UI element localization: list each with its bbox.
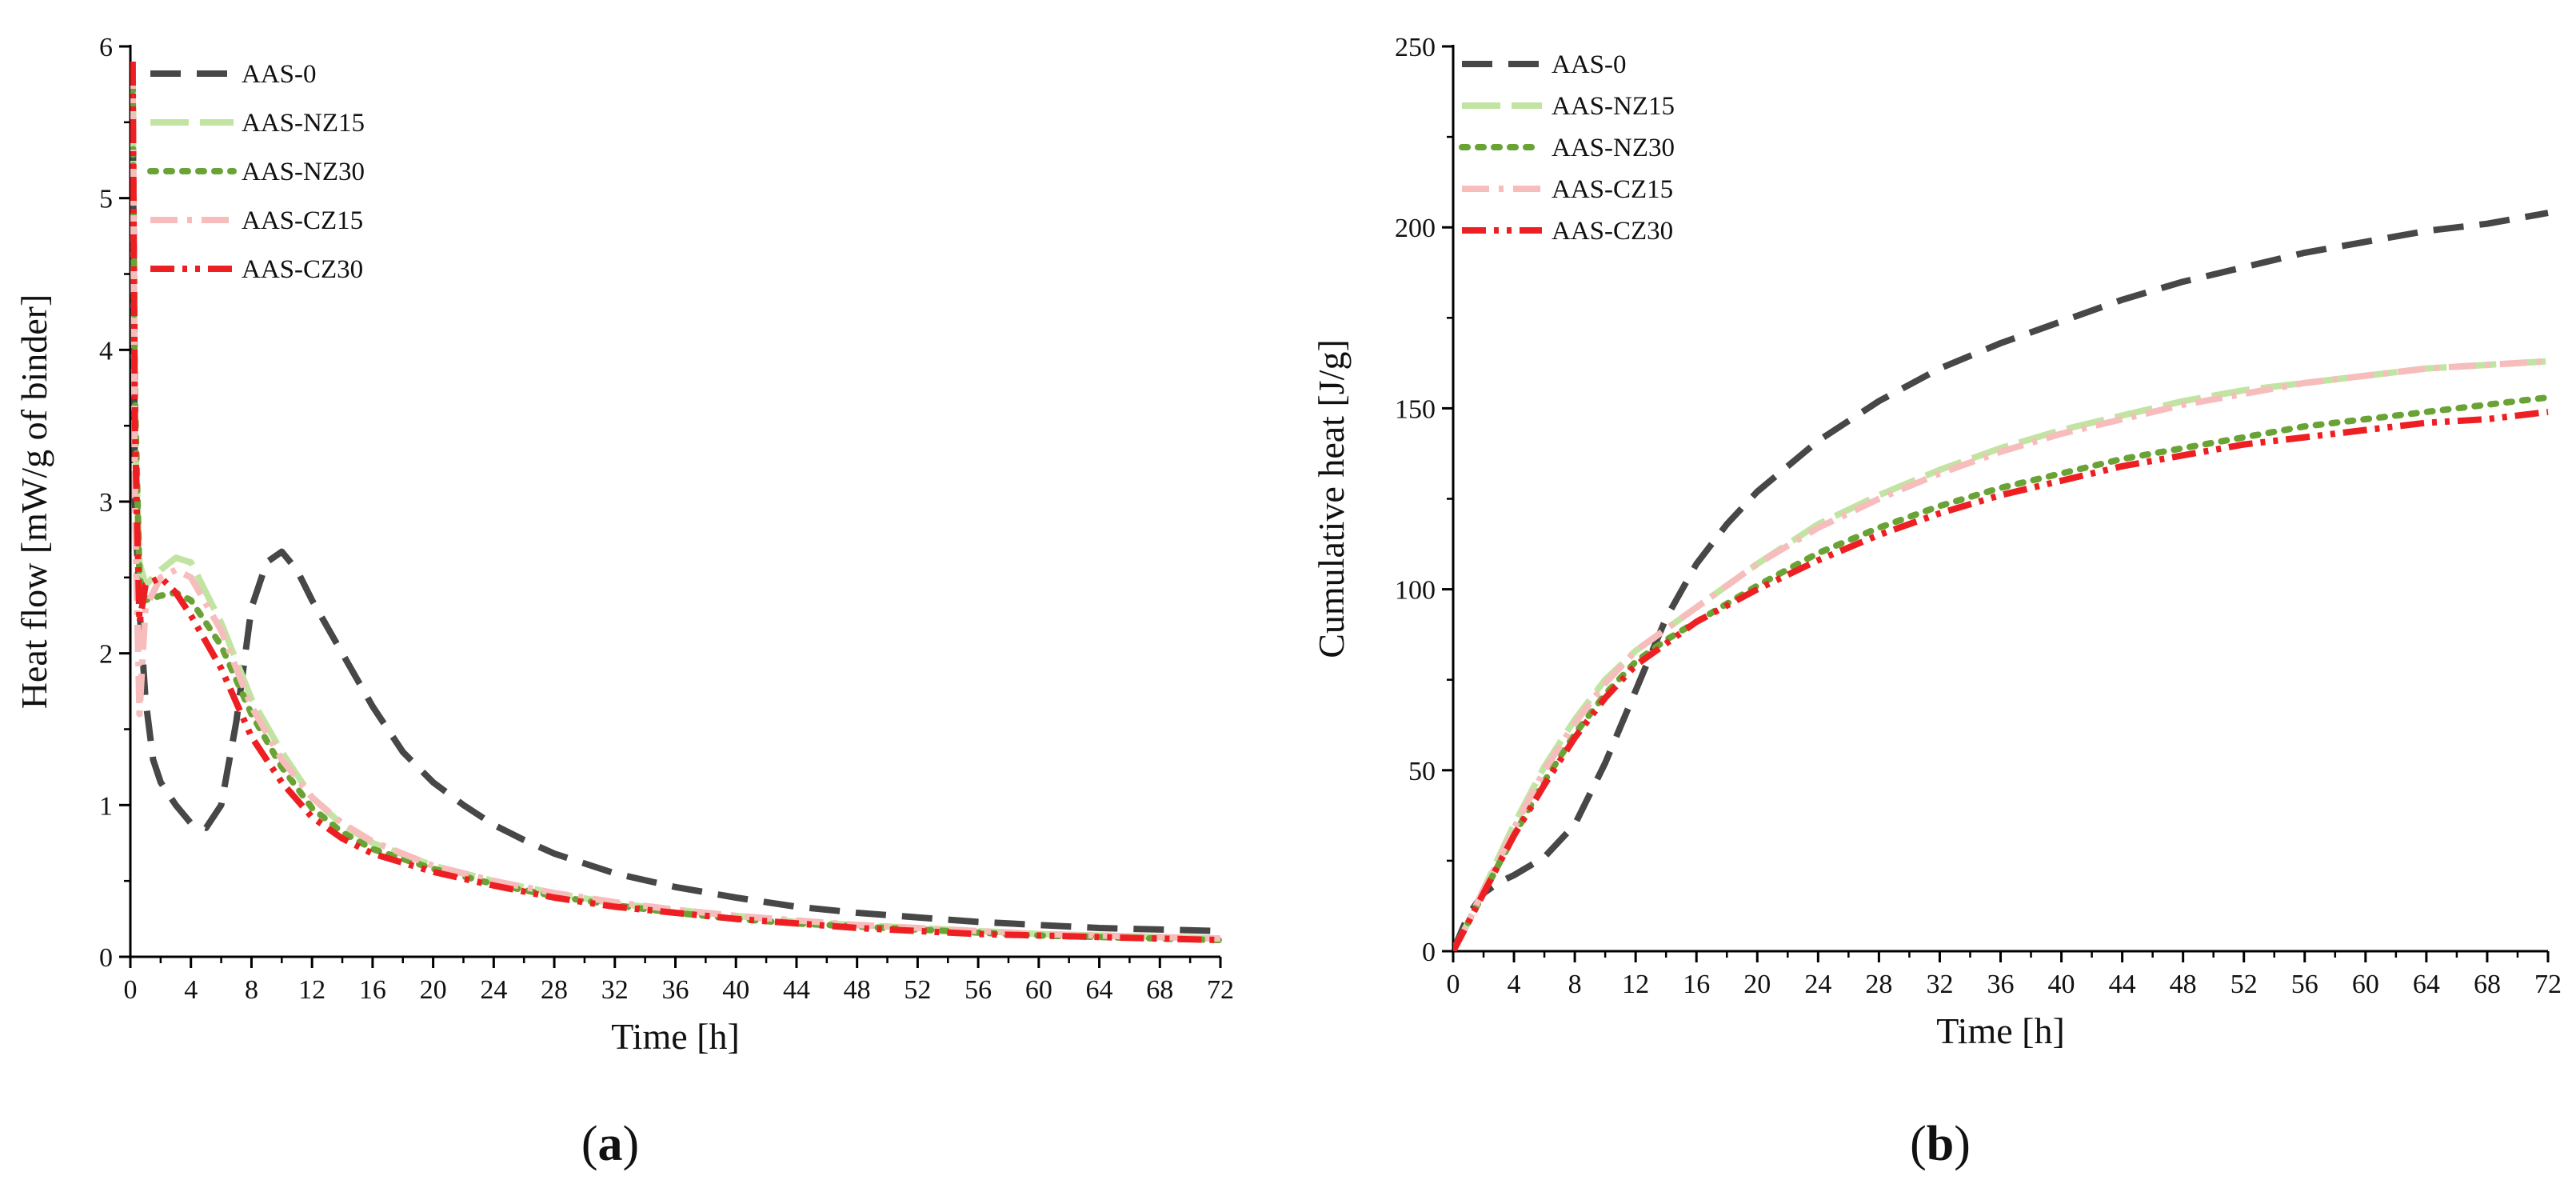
y-tick-label: 100 bbox=[1395, 576, 1436, 606]
legend-label-aas-cz15: AAS-CZ15 bbox=[1552, 175, 1673, 204]
x-tick-label: 32 bbox=[601, 975, 629, 1005]
x-tick-label: 44 bbox=[783, 975, 810, 1005]
y-tick-label: 50 bbox=[1408, 757, 1436, 786]
x-axis-label: Time [h] bbox=[1936, 1010, 2065, 1051]
x-tick-label: 4 bbox=[184, 975, 198, 1005]
x-tick-label: 8 bbox=[245, 975, 258, 1005]
x-tick-label: 20 bbox=[420, 975, 447, 1005]
series-line-aas-cz15 bbox=[1453, 358, 2549, 951]
legend-label-aas-nz30: AAS-NZ30 bbox=[1552, 134, 1675, 162]
x-tick-label: 60 bbox=[2352, 970, 2379, 999]
legend-label-aas-cz15: AAS-CZ15 bbox=[242, 206, 363, 235]
legend-label-aas-nz15: AAS-NZ15 bbox=[1552, 92, 1675, 121]
x-tick-label: 48 bbox=[2170, 970, 2197, 999]
x-tick-label: 20 bbox=[1743, 970, 1771, 999]
x-axis-label: Time [h] bbox=[611, 1016, 740, 1057]
x-tick-label: 36 bbox=[662, 975, 689, 1005]
series-line-aas-cz15 bbox=[130, 61, 1221, 942]
series-line-aas-cz30 bbox=[130, 61, 1221, 944]
series-lines bbox=[1453, 210, 2551, 951]
x-tick-label: 16 bbox=[1683, 970, 1710, 999]
x-tick-label: 4 bbox=[1508, 970, 1521, 999]
x-tick-label: 12 bbox=[298, 975, 325, 1005]
series-line-aas-0 bbox=[130, 61, 1221, 934]
y-tick-label: 250 bbox=[1395, 33, 1436, 62]
caption-letter: b bbox=[1927, 1117, 1954, 1171]
legend-label-aas-0: AAS-0 bbox=[1552, 50, 1627, 79]
x-tick-label: 32 bbox=[1926, 970, 1953, 999]
series-line-aas-nz15 bbox=[1453, 358, 2549, 951]
x-tick-label: 8 bbox=[1568, 970, 1582, 999]
x-tick-label: 68 bbox=[1146, 975, 1173, 1005]
y-tick-label: 5 bbox=[99, 185, 113, 214]
legend-label-aas-cz30: AAS-CZ30 bbox=[1552, 217, 1673, 246]
x-tick-label: 0 bbox=[1447, 970, 1460, 999]
x-tick-label: 36 bbox=[1987, 970, 2015, 999]
x-tick-label: 72 bbox=[2534, 970, 2562, 999]
caption-close-paren: ) bbox=[1954, 1117, 1971, 1171]
x-tick-label: 24 bbox=[1804, 970, 1831, 999]
y-tick-label: 3 bbox=[99, 488, 113, 518]
x-tick-label: 52 bbox=[904, 975, 931, 1005]
x-tick-label: 56 bbox=[2291, 970, 2318, 999]
legend-label-aas-nz15: AAS-NZ15 bbox=[242, 109, 365, 138]
x-tick-label: 24 bbox=[480, 975, 507, 1005]
panel-caption: (b) bbox=[1910, 1117, 1971, 1171]
caption-letter: a bbox=[598, 1117, 623, 1171]
y-tick-label: 6 bbox=[99, 33, 113, 62]
y-tick-label: 150 bbox=[1395, 394, 1436, 424]
series-line-aas-cz30 bbox=[1453, 408, 2549, 951]
x-tick-label: 40 bbox=[2048, 970, 2075, 999]
x-tick-label: 40 bbox=[722, 975, 749, 1005]
chart-panel-a: 0 4 8 12 16 20 24 28 32 36 40 44 48 52 56 60 64 68 7201234… bbox=[14, 33, 1234, 1171]
y-axis-label: Heat flow [mW/g of binder] bbox=[14, 294, 54, 710]
panel-caption: (a) bbox=[581, 1117, 639, 1171]
caption-close-paren: ) bbox=[623, 1117, 640, 1171]
y-tick-label: 200 bbox=[1395, 214, 1436, 243]
x-tick-label: 28 bbox=[1865, 970, 1892, 999]
x-tick-label: 60 bbox=[1025, 975, 1052, 1005]
x-tick-label: 64 bbox=[2413, 970, 2440, 999]
y-axis-label: Cumulative heat [J/g] bbox=[1311, 339, 1352, 658]
y-tick-label: 1 bbox=[99, 791, 113, 821]
x-tick-label: 44 bbox=[2109, 970, 2136, 999]
x-tick-label: 68 bbox=[2474, 970, 2501, 999]
y-tick-label: 0 bbox=[1422, 938, 1436, 967]
y-tick-label: 2 bbox=[99, 640, 113, 670]
y-tick-label: 4 bbox=[99, 336, 113, 366]
x-tick-label: 16 bbox=[359, 975, 386, 1005]
x-tick-label: 52 bbox=[2231, 970, 2258, 999]
caption-open-paren: ( bbox=[1910, 1117, 1927, 1171]
caption-open-paren: ( bbox=[581, 1117, 598, 1171]
series-line-aas-nz30 bbox=[130, 66, 1224, 944]
legend-label-aas-cz30: AAS-CZ30 bbox=[242, 255, 363, 284]
legend-label-aas-0: AAS-0 bbox=[242, 60, 317, 89]
legend: AAS-0 AAS-NZ15 AAS-NZ30 AAS-CZ15 AAS-CZ30 bbox=[1459, 50, 1675, 246]
series-line-aas-nz15 bbox=[130, 61, 1221, 942]
x-tick-label: 12 bbox=[1622, 970, 1649, 999]
x-tick-label: 72 bbox=[1207, 975, 1234, 1005]
x-tick-label: 0 bbox=[124, 975, 138, 1005]
y-tick-label: 0 bbox=[99, 943, 113, 973]
x-tick-label: 48 bbox=[844, 975, 871, 1005]
series-line-aas-0 bbox=[1453, 210, 2549, 951]
x-tick-label: 56 bbox=[965, 975, 992, 1005]
chart-panel-b: 0 4 8 12 16 20 24 28 32 36 40 44 48 52 56 60 64 68 7205010… bbox=[1311, 33, 2562, 1171]
x-tick-label: 64 bbox=[1086, 975, 1113, 1005]
legend: AAS-0 AAS-NZ15 AAS-NZ30 AAS-CZ15 AAS-CZ30 bbox=[147, 60, 365, 284]
x-tick-label: 28 bbox=[541, 975, 568, 1005]
legend-label-aas-nz30: AAS-NZ30 bbox=[242, 158, 365, 186]
series-lines bbox=[130, 61, 1224, 944]
